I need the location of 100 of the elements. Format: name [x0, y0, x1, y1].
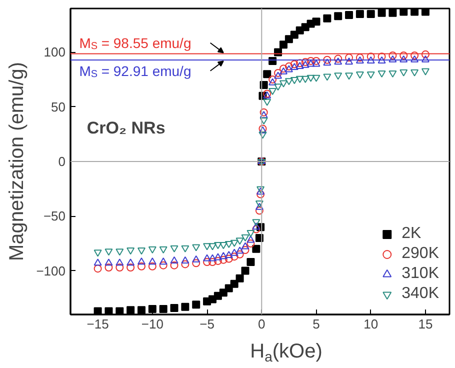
point — [274, 84, 282, 91]
x-tick-label: −15 — [86, 316, 109, 332]
point — [170, 245, 178, 252]
point — [126, 258, 135, 266]
point — [219, 252, 228, 260]
point — [296, 62, 304, 69]
point — [410, 8, 419, 16]
point — [104, 258, 113, 266]
point — [378, 52, 386, 61]
point — [306, 56, 315, 65]
point — [252, 225, 260, 234]
point — [301, 60, 310, 68]
point — [356, 54, 364, 62]
point — [236, 274, 244, 282]
point — [345, 11, 354, 20]
point — [400, 52, 408, 60]
point — [192, 300, 200, 309]
x-tick-label: 5 — [312, 316, 320, 332]
point — [192, 259, 200, 268]
point — [236, 250, 244, 258]
legend-label: 310K — [402, 265, 439, 283]
point — [268, 76, 277, 84]
y-tick-label: 100 — [44, 44, 66, 60]
point — [126, 306, 135, 314]
x-tick-label: 0 — [258, 316, 266, 332]
point — [356, 72, 364, 79]
point — [246, 258, 255, 266]
point — [356, 10, 364, 18]
point — [116, 264, 124, 272]
point — [345, 54, 354, 62]
y-tick-label: −100 — [36, 263, 66, 278]
point — [312, 18, 320, 26]
point — [241, 266, 250, 275]
point — [378, 70, 386, 78]
point — [296, 76, 304, 83]
point — [116, 307, 124, 314]
x-tick-label: −10 — [141, 316, 164, 332]
point — [252, 219, 260, 226]
point — [203, 258, 212, 266]
point — [366, 56, 375, 64]
point — [214, 253, 222, 260]
point — [290, 62, 298, 70]
point — [159, 305, 168, 314]
legend-label: 2K — [402, 225, 422, 243]
point — [252, 222, 260, 230]
point — [94, 250, 102, 257]
point — [388, 70, 397, 78]
point — [246, 236, 255, 243]
point — [94, 264, 102, 273]
point — [366, 72, 375, 79]
point — [126, 248, 135, 255]
point — [236, 246, 244, 254]
point — [104, 307, 113, 314]
point — [378, 56, 386, 64]
point — [400, 55, 408, 62]
point — [323, 74, 332, 81]
point — [104, 248, 113, 256]
point — [284, 78, 293, 86]
point — [421, 55, 430, 62]
x-tick-label: −5 — [200, 316, 214, 332]
point — [279, 64, 288, 73]
point — [263, 70, 272, 78]
point — [334, 54, 342, 63]
point — [421, 50, 430, 58]
point — [260, 117, 268, 125]
point — [378, 8, 386, 17]
point — [252, 244, 260, 253]
point — [306, 74, 315, 82]
point — [208, 254, 216, 262]
point — [224, 240, 233, 248]
point — [323, 58, 332, 66]
point — [159, 258, 168, 265]
point — [159, 261, 168, 270]
point — [230, 252, 238, 261]
point — [116, 248, 124, 256]
point — [148, 305, 156, 314]
point — [312, 60, 320, 67]
point — [290, 77, 298, 84]
y-axis-title: Magnetization (emu/g) — [6, 62, 28, 261]
point — [203, 243, 212, 250]
point — [421, 8, 430, 16]
point — [258, 132, 267, 139]
annotation: CrO₂ NRs — [86, 118, 166, 138]
point — [208, 258, 216, 266]
point — [268, 78, 277, 86]
point — [241, 234, 250, 242]
point — [356, 56, 364, 64]
point — [334, 58, 342, 65]
point — [246, 230, 255, 238]
point — [192, 244, 200, 252]
point — [170, 256, 178, 264]
point — [170, 304, 178, 312]
point — [203, 254, 212, 262]
point — [230, 280, 238, 288]
point — [388, 52, 397, 60]
point — [219, 256, 228, 264]
point — [279, 80, 288, 88]
legend-label: 340K — [402, 285, 439, 303]
point — [241, 246, 250, 254]
point — [94, 258, 102, 266]
